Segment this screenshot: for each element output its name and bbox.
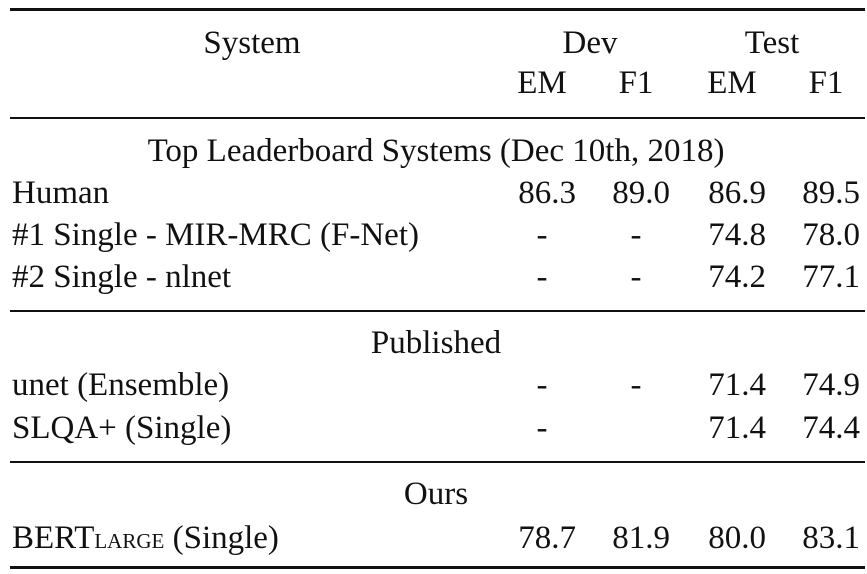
cell-test-f1: 78.0 [802, 217, 860, 253]
section-rule [10, 310, 865, 312]
header-dev: Dev [562, 25, 618, 61]
row-system: unet (Ensemble) [12, 367, 230, 403]
header-rule [10, 117, 865, 119]
row-system: #2 Single - nlnet [12, 259, 232, 295]
cell-test-em: 71.4 [708, 367, 766, 403]
cell-dev-em: - [536, 259, 548, 295]
cell-dev-f1: - [630, 217, 642, 253]
bert-label: BERT [12, 520, 95, 556]
header-system: System [203, 25, 301, 61]
cell-dev-em: 78.7 [518, 520, 576, 556]
row-system: #1 Single - MIR-MRC (F-Net) [12, 217, 419, 253]
header-dev-em: EM [517, 65, 567, 101]
bottom-rule [10, 566, 865, 569]
cell-dev-f1: - [630, 367, 642, 403]
cell-test-f1: 77.1 [802, 259, 860, 295]
cell-dev-f1: 89.0 [612, 175, 670, 211]
cell-dev-f1: - [630, 259, 642, 295]
header-dev-f1: F1 [618, 65, 654, 101]
single-label: (Single) [164, 520, 279, 556]
section-title-leaderboard: Top Leaderboard Systems (Dec 10th, 2018) [147, 133, 725, 169]
cell-test-em: 74.2 [708, 259, 766, 295]
header-test-em: EM [707, 65, 757, 101]
cell-test-f1: 89.5 [802, 175, 860, 211]
cell-test-f1: 74.9 [802, 367, 860, 403]
cell-test-em: 80.0 [708, 520, 766, 556]
cell-test-f1: 74.4 [802, 410, 860, 446]
row-system: Human [12, 175, 110, 211]
top-rule [10, 8, 865, 11]
section-rule [10, 461, 865, 463]
row-system-bert-large: BERTLARGE (Single) [12, 518, 279, 561]
header-test-f1: F1 [808, 65, 844, 101]
section-title-published: Published [370, 325, 502, 361]
cell-test-em: 71.4 [708, 410, 766, 446]
large-subscript: LARGE [94, 529, 165, 553]
cell-dev-f1: 81.9 [612, 520, 670, 556]
cell-test-f1: 83.1 [802, 520, 860, 556]
cell-dev-em: 86.3 [518, 175, 576, 211]
section-title-ours: Ours [403, 476, 469, 512]
cell-dev-em: - [536, 410, 548, 446]
cell-test-em: 86.9 [708, 175, 766, 211]
cell-dev-em: - [536, 217, 548, 253]
cell-dev-em: - [536, 367, 548, 403]
cell-test-em: 74.8 [708, 217, 766, 253]
header-test: Test [744, 25, 800, 61]
row-system: SLQA+ (Single) [12, 410, 232, 446]
